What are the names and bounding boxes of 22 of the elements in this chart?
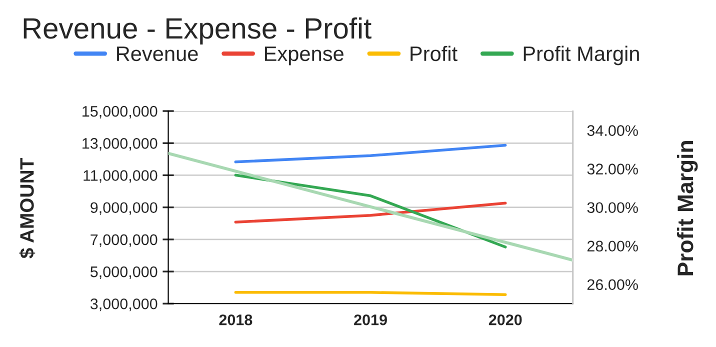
y2-tick-label: 32.00% <box>587 164 638 174</box>
x-tick-label: 2019 <box>354 314 387 326</box>
legend-label: Profit Margin <box>524 46 639 66</box>
y-tick-label: 5,000,000 <box>90 266 158 280</box>
y-axis-title: $ AMOUNT <box>19 158 36 258</box>
x-tick-label: 2020 <box>488 314 522 326</box>
y2-tick-label: 30.00% <box>587 202 638 214</box>
legend-label: Revenue <box>117 46 198 62</box>
y-tick-label: 3,000,000 <box>90 298 158 312</box>
y2-tick-label: 28.00% <box>587 240 638 252</box>
y-tick-label: 13,000,000 <box>82 138 158 151</box>
y2-axis-title: Profit Margin <box>676 141 698 276</box>
legend-label: Expense <box>265 46 344 66</box>
y2-tick-label: 26.00% <box>587 279 638 290</box>
y2-tick-label: 34.00% <box>587 125 638 136</box>
x-tick-label: 2018 <box>219 314 252 326</box>
legend-label: Profit <box>410 46 458 62</box>
y-tick-label: 9,000,000 <box>90 202 158 215</box>
y-tick-label: 15,000,000 <box>82 106 158 119</box>
chart-title: Revenue - Expense - Profit <box>24 17 372 45</box>
y-tick-label: 7,000,000 <box>90 234 158 247</box>
y-tick-label: 11,000,000 <box>84 170 158 183</box>
